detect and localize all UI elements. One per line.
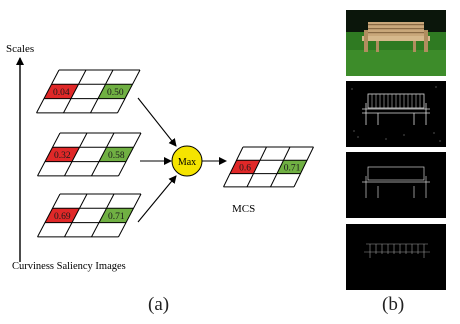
grid-line — [37, 193, 61, 238]
mcs-grid: 0.6 0.71 — [223, 146, 314, 188]
red-cell — [44, 84, 79, 99]
green-cell — [99, 208, 134, 223]
arrow-scale3-to-max — [137, 175, 177, 223]
edge-map-image-2 — [346, 152, 446, 218]
scale-grid-2: 0.32 0.58 — [37, 132, 142, 177]
red-cell — [45, 208, 80, 223]
grid-line — [270, 146, 291, 188]
panel-a-caption: (a) — [148, 294, 170, 315]
grid-line — [37, 132, 61, 177]
curviness-saliency-label: Curviness Saliency Images — [12, 261, 126, 272]
scales-label: Scales — [6, 43, 34, 55]
grid-line — [91, 193, 115, 238]
grid-line — [63, 69, 87, 114]
grids-layer: 0.04 0.50 0.32 0.58 0.69 0.71 0.6 0.71 — [36, 69, 314, 238]
edge-map-image-1 — [346, 81, 446, 147]
grid-line — [91, 132, 115, 177]
grid-line — [118, 193, 142, 238]
edge-map-thumbnail-2 — [346, 152, 446, 218]
edge-map-thumbnail-1 — [346, 81, 446, 147]
red-cell-value: 0.6 — [239, 163, 251, 173]
grid-line — [36, 69, 60, 114]
scale-grid-3: 0.69 0.71 — [37, 193, 142, 238]
green-cell-value: 0.71 — [108, 212, 125, 222]
green-cell-value: 0.50 — [107, 88, 124, 98]
bench-photo-thumbnail — [346, 10, 446, 76]
grid-line — [246, 146, 267, 188]
grid-line — [293, 146, 314, 188]
grid-line — [117, 69, 141, 114]
scale-grid-1: 0.04 0.50 — [36, 69, 141, 114]
green-cell — [277, 160, 307, 174]
grid-line — [118, 132, 142, 177]
edge-map-thumbnail-3 — [346, 224, 446, 290]
red-cell — [45, 147, 80, 162]
red-cell-value: 0.32 — [54, 151, 71, 161]
mcs-label: MCS — [232, 203, 255, 215]
green-cell — [99, 147, 134, 162]
green-cell-value: 0.58 — [108, 151, 125, 161]
red-cell-value: 0.69 — [54, 212, 71, 222]
max-label: Max — [178, 157, 196, 168]
edge-map-image-3 — [346, 224, 446, 290]
panel-b-caption: (b) — [382, 294, 405, 315]
red-cell-value: 0.04 — [53, 88, 70, 98]
green-cell — [98, 84, 133, 99]
grid-line — [90, 69, 114, 114]
bench-photo-image — [346, 10, 446, 76]
grid-line — [223, 146, 244, 188]
green-cell-value: 0.71 — [284, 163, 301, 173]
arrow-scale1-to-max — [137, 97, 177, 147]
red-cell — [230, 160, 260, 174]
grid-line — [64, 193, 88, 238]
grid-line — [64, 132, 88, 177]
